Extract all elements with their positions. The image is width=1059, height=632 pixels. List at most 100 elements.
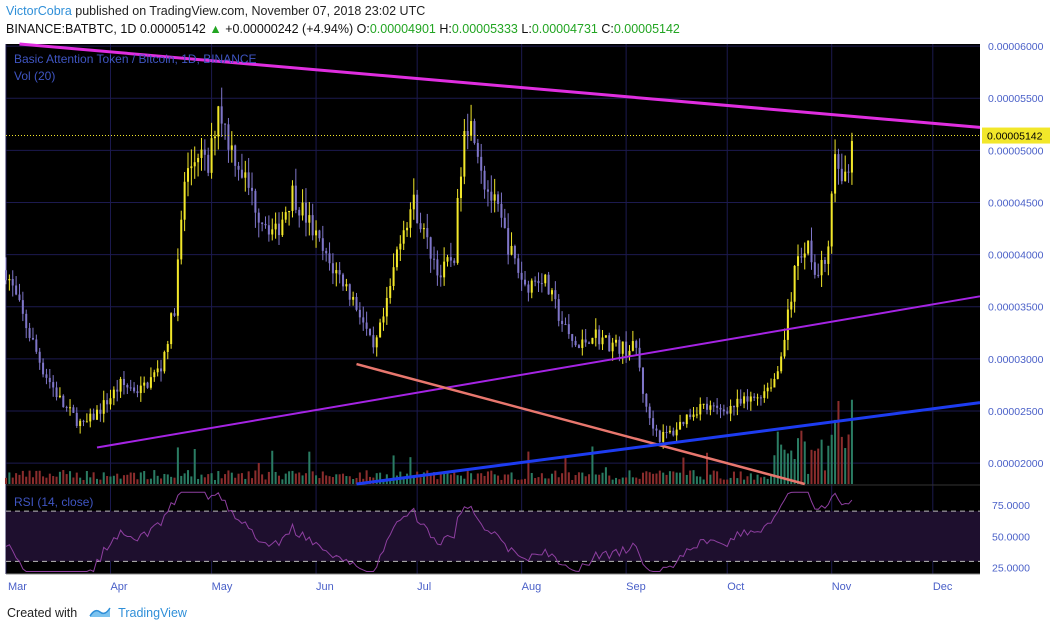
- volume-bar: [655, 473, 658, 484]
- candle-body: [834, 154, 837, 194]
- candle-body: [449, 257, 452, 261]
- volume-bar: [739, 471, 742, 484]
- candle-body: [749, 396, 752, 402]
- candle-body: [62, 395, 65, 408]
- volume-bar: [500, 479, 503, 484]
- volume-bar: [281, 479, 284, 484]
- volume-bar: [106, 476, 109, 484]
- volume-bar: [803, 441, 806, 484]
- candle-body: [190, 166, 193, 169]
- volume-bar: [389, 479, 392, 484]
- volume-bar: [611, 479, 614, 484]
- candle-body: [716, 405, 719, 408]
- volume-bar: [476, 473, 479, 484]
- candle-body: [352, 296, 355, 300]
- candles: [4, 87, 853, 449]
- volume-bar: [807, 473, 810, 484]
- volume-bar: [470, 473, 473, 484]
- volume-bar: [530, 472, 533, 484]
- candle-body: [524, 279, 527, 285]
- candle-body: [55, 387, 58, 398]
- volume-bar: [662, 472, 665, 484]
- candle-body: [254, 190, 257, 213]
- volume-bar: [328, 476, 331, 484]
- time-axis[interactable]: Mar Apr May Jun Jul Aug Sep Oct Nov Dec: [0, 573, 1059, 596]
- volume-bar: [463, 478, 466, 484]
- candle-body: [692, 414, 695, 418]
- volume-bar: [257, 462, 260, 484]
- volume-bar: [594, 474, 597, 484]
- candle-body: [497, 194, 500, 204]
- volume-bar: [524, 478, 527, 484]
- volume-bar: [318, 478, 321, 484]
- volume-bar: [783, 449, 786, 484]
- candle-body: [574, 340, 577, 346]
- volume-bar: [756, 474, 759, 484]
- candle-body: [274, 223, 277, 230]
- candle-body: [510, 245, 513, 255]
- candle-body: [581, 339, 584, 348]
- volume-bar: [197, 478, 200, 484]
- chart-background: [6, 44, 980, 574]
- candle-body: [638, 347, 641, 368]
- author-link[interactable]: VictorCobra: [6, 4, 72, 18]
- volume-bar: [830, 434, 833, 484]
- volume-bar: [638, 478, 641, 484]
- volume-bar: [426, 470, 429, 484]
- volume-bar: [264, 479, 267, 484]
- candle-body: [257, 212, 260, 223]
- volume-bar: [392, 455, 395, 484]
- candle-body: [301, 202, 304, 216]
- candle-body: [163, 351, 166, 372]
- candle-body: [217, 106, 220, 137]
- volume-bar: [352, 479, 355, 484]
- high-value: 0.00005333: [451, 22, 518, 36]
- volume-bars: [4, 399, 853, 484]
- candle-body: [11, 278, 14, 286]
- candle-body: [493, 194, 496, 201]
- candle-body: [433, 258, 436, 260]
- candle-body: [180, 219, 183, 260]
- candle-body: [52, 382, 55, 388]
- candle-body: [21, 300, 24, 314]
- candle-body: [419, 223, 422, 230]
- volume-bar: [817, 448, 820, 484]
- candle-body: [571, 334, 574, 341]
- price-axis[interactable]: 0.00006000 0.00005500 0.00005000 0.00004500…: [980, 40, 1059, 575]
- candle-body: [385, 297, 388, 317]
- candle-body: [628, 350, 631, 356]
- candle-body: [308, 215, 311, 223]
- volume-bar: [557, 477, 560, 484]
- volume-bar: [234, 477, 237, 484]
- candle-body: [45, 374, 48, 378]
- trendlines[interactable]: [6, 42, 981, 486]
- candle-body: [840, 168, 843, 182]
- volume-bar: [200, 474, 203, 484]
- trendline-blue: [356, 401, 981, 486]
- volume-bar: [581, 472, 584, 484]
- candle-body: [244, 172, 247, 178]
- volume-bar: [567, 472, 570, 484]
- candle-body: [230, 145, 233, 150]
- price-chart[interactable]: 0.00006000 0.00005500 0.00005000 0.00004500…: [0, 40, 1059, 596]
- volume-bar: [375, 473, 378, 484]
- volume-bar: [480, 473, 483, 484]
- volume-bar: [173, 477, 176, 484]
- volume-bar: [240, 473, 243, 484]
- volume-bar: [709, 474, 712, 484]
- candle-body: [422, 228, 425, 230]
- price-tick-label: 0.00005000: [988, 145, 1044, 157]
- candle-body: [183, 181, 186, 220]
- candle-body: [513, 245, 516, 259]
- candle-body: [517, 258, 520, 273]
- volume-bar: [25, 476, 28, 484]
- candle-body: [500, 203, 503, 218]
- volume-bar: [793, 459, 796, 484]
- candle-body: [213, 136, 216, 139]
- volume-bar: [675, 472, 678, 484]
- candle-body: [601, 337, 604, 345]
- volume-bar: [153, 470, 156, 484]
- volume-bar: [850, 399, 853, 484]
- candle-body: [598, 329, 601, 345]
- tradingview-link[interactable]: TradingView: [118, 606, 187, 620]
